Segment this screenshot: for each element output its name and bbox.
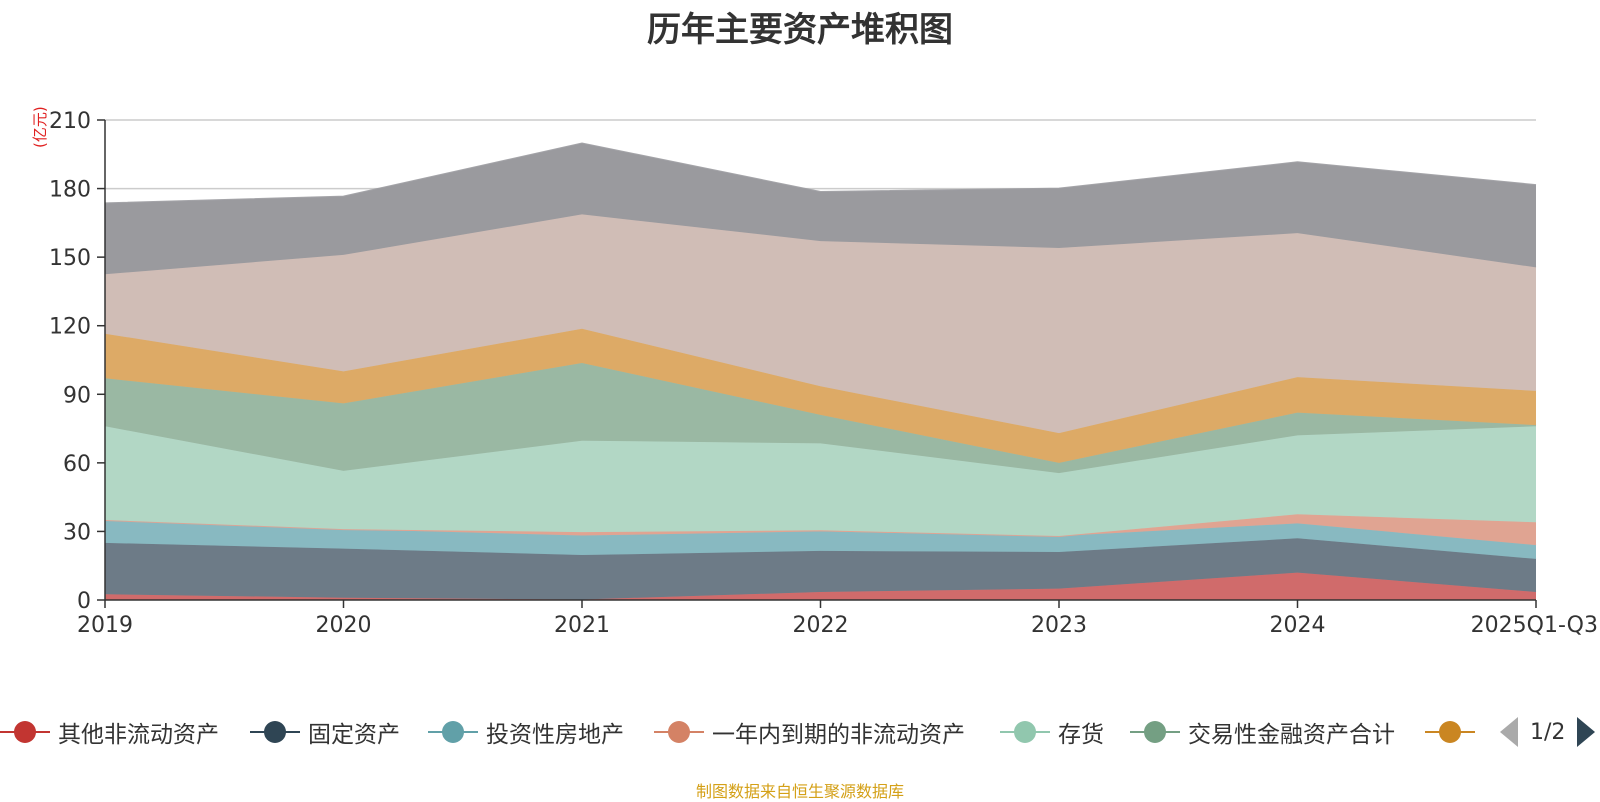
x-tick-label: 2023 [1031,613,1087,638]
legend-marker-icon [1000,712,1050,752]
legend: 其他非流动资产 固定资产 投资性房地产 一年内到期的非流动资产 存货 交易性金融资产合计 [0,712,1600,752]
legend-item[interactable] [1425,712,1475,752]
x-tick-label: 2024 [1270,613,1326,638]
legend-item[interactable]: 其他非流动资产 [0,712,219,752]
area-series-7[interactable] [105,214,1536,434]
legend-marker-icon [1425,712,1475,752]
legend-pager: 1/2 [1500,712,1596,752]
area-series-edge-8 [104,142,1537,205]
legend-prev-page-icon[interactable] [1500,717,1518,747]
legend-item[interactable]: 存货 [1000,712,1104,752]
y-tick-label: 150 [49,246,91,271]
legend-item[interactable]: 交易性金融资产合计 [1130,712,1395,752]
legend-item[interactable]: 一年内到期的非流动资产 [654,712,965,752]
legend-marker-icon [250,712,300,752]
area-series-4[interactable] [105,426,1536,536]
y-tick-label: 180 [49,178,91,203]
y-tick-label: 90 [63,383,91,408]
y-tick-label: 30 [63,520,91,545]
legend-page-indicator: 1/2 [1530,719,1566,745]
legend-marker-icon [654,712,704,752]
chart-title: 历年主要资产堆积图 [647,10,953,50]
x-tick-label: 2019 [77,613,133,638]
x-tick-label: 2022 [793,613,849,638]
legend-marker-icon [428,712,478,752]
x-tick-label: 2020 [316,613,372,638]
legend-label: 其他非流动资产 [58,722,219,748]
y-tick-label: 120 [49,315,91,340]
legend-label: 投资性房地产 [486,722,624,748]
x-tick-label: 2025Q1-Q3 [1471,613,1598,638]
legend-marker-icon [0,712,50,752]
data-source-footer: 制图数据来自恒生聚源数据库 [695,782,904,801]
area-series-5[interactable] [105,363,1536,474]
area-series-0[interactable] [105,572,1536,600]
y-tick-label: 60 [63,452,91,477]
legend-label: 固定资产 [308,722,400,748]
legend-label: 存货 [1058,722,1104,748]
stacked-area-chart: 0 30 60 90 120 150 180 210 2019 2020 2021 2022 2023 2… [49,109,1598,638]
legend-item[interactable]: 投资性房地产 [428,712,624,752]
y-tick-label: 210 [49,109,91,134]
axes: 0 30 60 90 120 150 180 210 2019 2020 2021 2022 2023 2… [49,109,1598,638]
legend-marker-icon [1130,712,1180,752]
x-tick-label: 2021 [554,613,610,638]
legend-label: 交易性金融资产合计 [1188,722,1395,748]
legend-item[interactable]: 固定资产 [250,712,400,752]
legend-label: 一年内到期的非流动资产 [712,722,965,748]
legend-next-page-icon[interactable] [1577,717,1596,747]
area-series [104,142,1537,601]
area-series-6[interactable] [105,328,1536,463]
area-series-1[interactable] [105,538,1536,600]
y-tick-label: 0 [77,589,91,614]
